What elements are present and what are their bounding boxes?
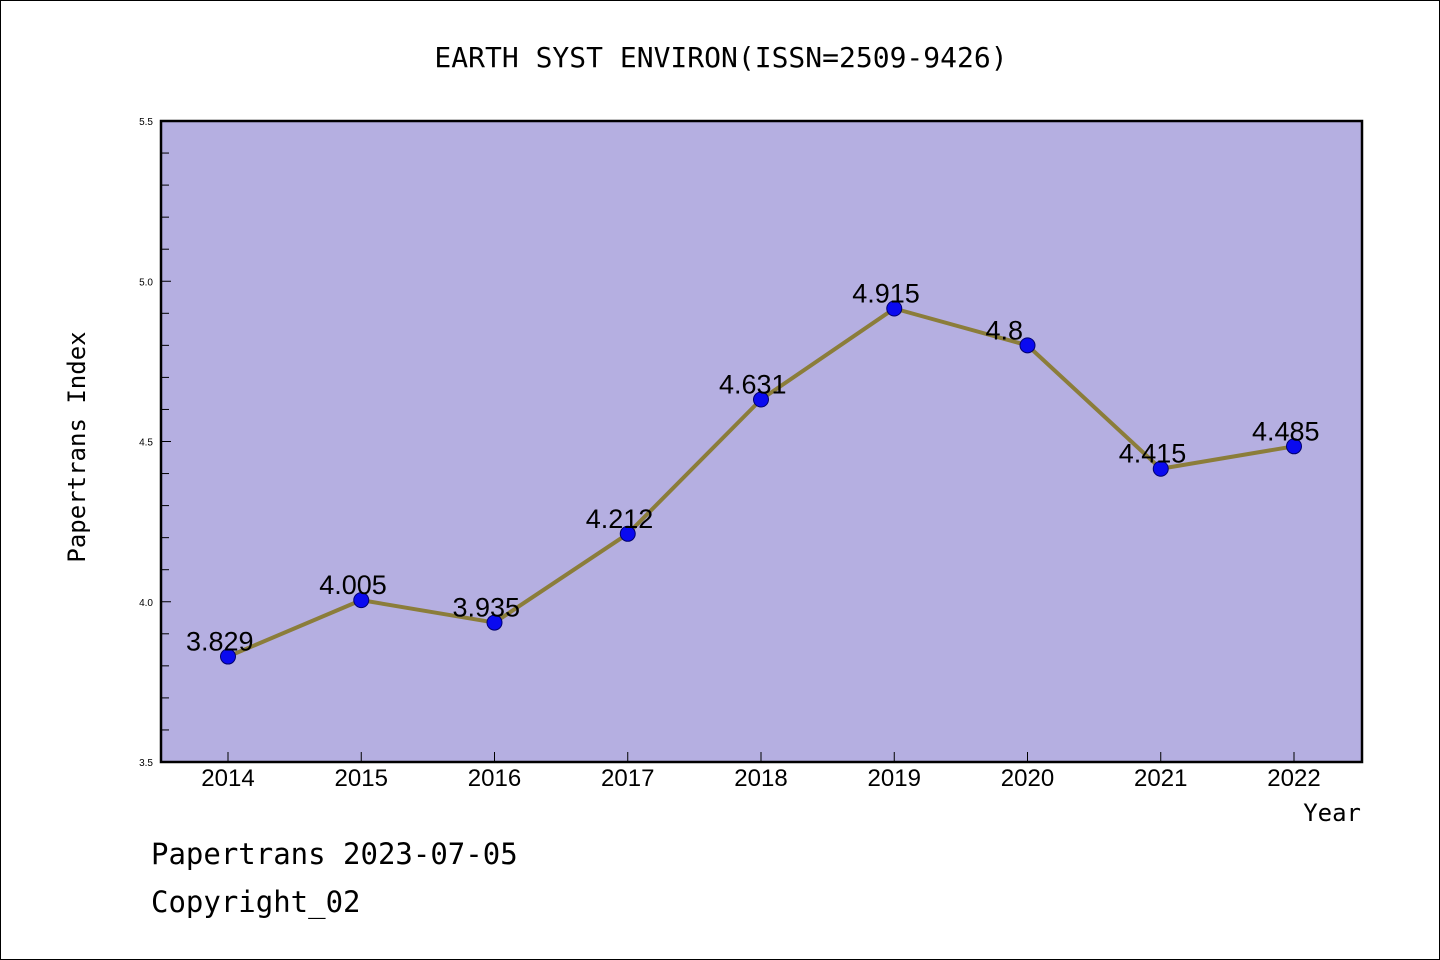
x-axis-ticks: 2014 2015 2016 2017 2018 2019 2020 2021 2022 [201,752,1321,792]
data-markers [220,300,1302,665]
data-label: 3.935 [453,593,521,623]
x-tick-label: 2017 [601,765,654,792]
data-labels: 3.829 4.005 3.935 4.212 4.631 4.915 4.8 4.415 4.… [186,278,1320,656]
plot-area [159,119,1364,764]
data-label: 4.415 [1119,439,1187,469]
data-point [220,648,236,665]
x-axis-title: Year [1303,799,1361,827]
data-point [1152,460,1169,477]
y-tick-label: 3.5 [139,758,153,769]
y-axis-title: Papertrans Index [63,331,91,562]
x-tick-label: 2015 [335,765,388,792]
data-label: 4.631 [719,370,787,400]
y-tick-label: 5.5 [139,117,153,128]
data-label: 4.8 [986,315,1024,345]
x-tick-label: 2022 [1267,765,1320,792]
data-point [486,614,503,631]
data-point [1286,438,1302,455]
footer-copyright-text: Copyright_02 [151,885,361,919]
data-label: 3.829 [186,627,254,657]
data-point [1019,337,1036,354]
data-label: 4.212 [586,504,654,534]
y-tick-label: 4.0 [139,598,153,609]
y-tick-label: 4.5 [139,438,153,449]
x-tick-label: 2018 [734,765,787,792]
data-point [886,300,903,317]
x-tick-label: 2016 [468,765,521,792]
x-tick-label: 2014 [201,765,254,792]
chart-title: EARTH SYST ENVIRON(ISSN=2509-9426) [434,41,1007,74]
data-point [753,391,769,408]
data-point [619,525,636,542]
data-label: 4.005 [319,570,387,600]
data-label: 4.485 [1252,416,1320,446]
x-tick-label: 2021 [1134,765,1187,792]
x-tick-label: 2020 [1001,765,1054,792]
y-axis-ticks: 3.5 4.0 4.5 5.0 5.5 [139,117,171,769]
data-point [353,592,370,609]
x-tick-label: 2019 [868,765,921,792]
data-label: 4.915 [852,278,920,308]
footer-date-text: Papertrans 2023-07-05 [151,837,518,871]
y-tick-label: 5.0 [139,277,153,288]
